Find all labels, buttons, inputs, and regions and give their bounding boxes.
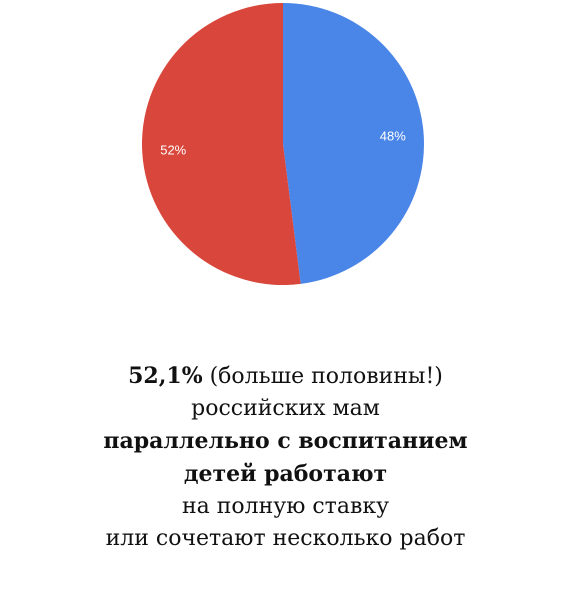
caption-line: параллельно с воспитанием: [0, 425, 571, 458]
caption-line: на полную ставку: [0, 491, 571, 523]
slice-label: 52%: [160, 142, 186, 157]
caption-line: детей работают: [0, 458, 571, 491]
bold-text: параллельно с воспитанием: [103, 428, 468, 454]
text: российских мам: [191, 396, 380, 421]
caption: 52,1% (больше половины!) российских мам па…: [0, 360, 571, 555]
caption-line: или сочетают несколько работ: [0, 523, 571, 555]
pie-slice: [283, 3, 425, 284]
pie-slice: [142, 3, 301, 285]
text: или сочетают несколько работ: [105, 526, 466, 551]
text: (больше половины!): [202, 364, 443, 389]
bold-text: детей работают: [183, 461, 388, 487]
text: на полную ставку: [181, 494, 390, 519]
caption-line: российских мам: [0, 393, 571, 425]
slice-label: 48%: [380, 129, 406, 144]
bold-text: 52,1%: [128, 363, 203, 389]
caption-line: 52,1% (больше половины!): [0, 360, 571, 393]
chart: 48% 52%: [142, 3, 425, 285]
